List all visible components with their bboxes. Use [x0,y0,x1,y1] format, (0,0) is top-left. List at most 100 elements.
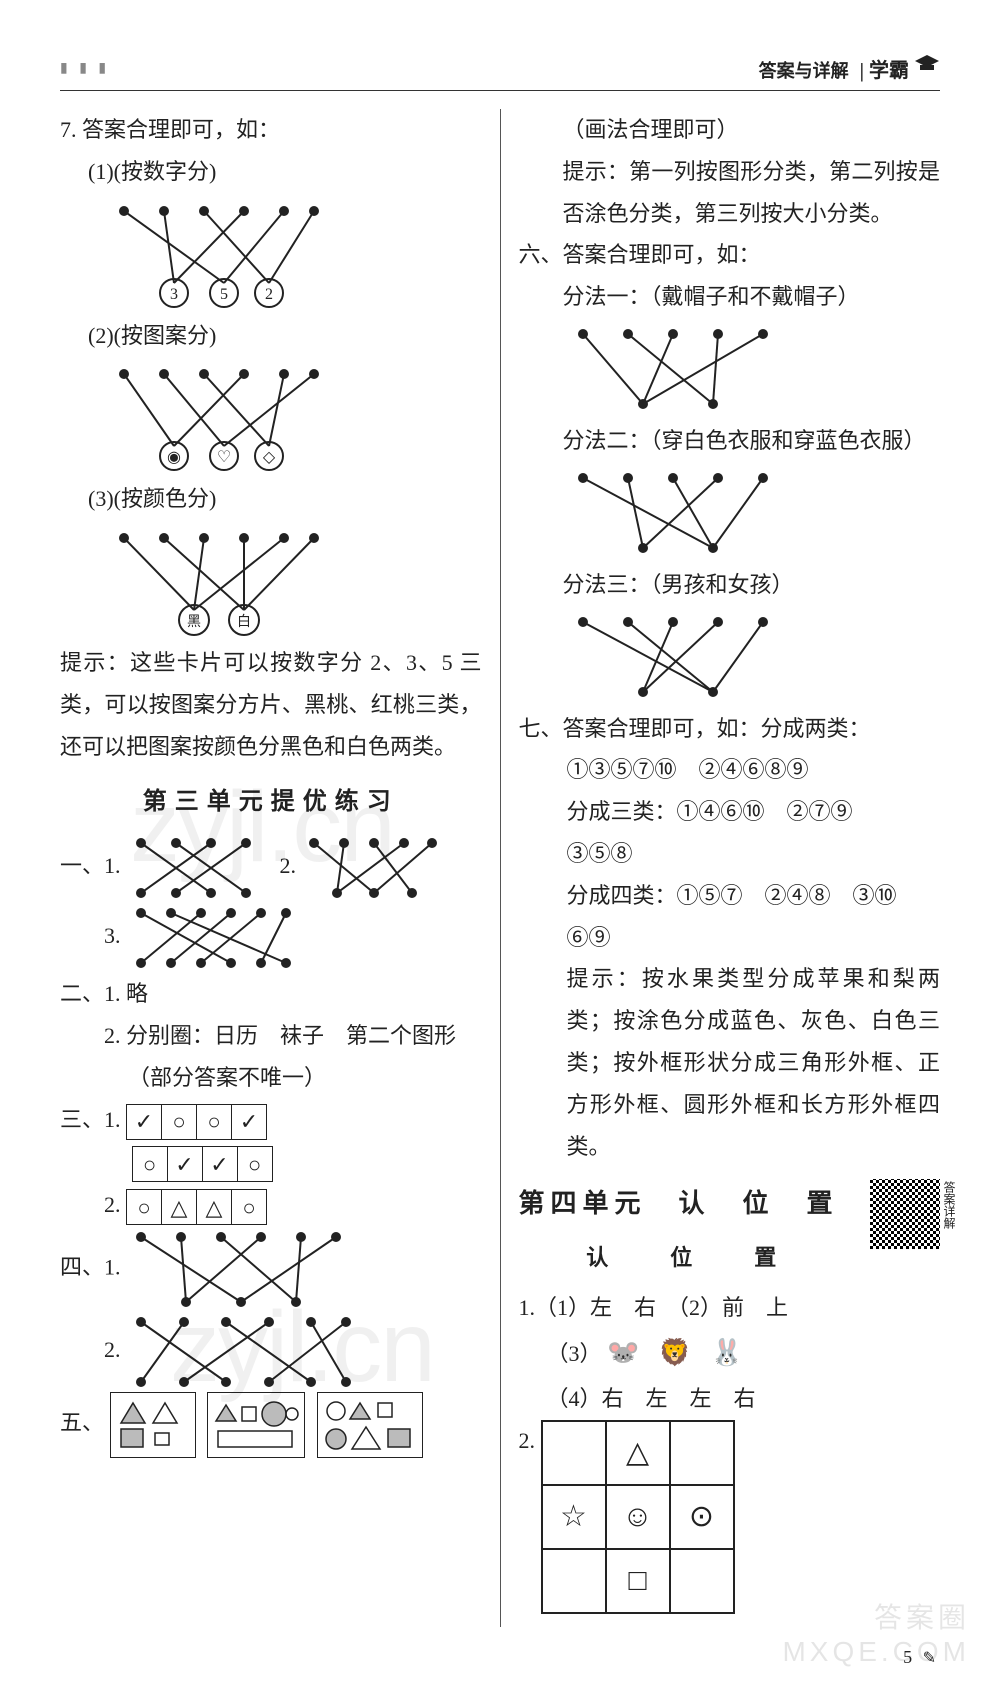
svg-text:5: 5 [220,286,228,303]
si-2-label: 2. [104,1337,121,1362]
unit3-title: 第三单元提优练习 [60,780,482,826]
header-title: 学霸 [869,60,909,82]
left-column: 7. 答案合理即可，如： (1)(按数字分) 3 5 2 (2)(按图案分) [60,109,501,1627]
q7-diagram-1: 3 5 2 [104,199,482,309]
san-2-row: 2. ○ △ △ ○ [60,1184,482,1227]
paren-note: （画法合理即可） [519,109,941,151]
er-2: 2. 分别圈：日历 袜子 第二个图形（部分答案不唯一） [60,1015,482,1099]
q7-diagram-3: 黑 白 [104,526,482,636]
liu-diagram-1 [563,324,941,414]
si-2-row: 2. [60,1312,482,1392]
q1-1: 1.（1）左 右 （2）前 上 [519,1287,941,1329]
liu-lead: 六、答案合理即可，如： [519,234,941,276]
liu-m2: 分法二：（穿白色衣服和穿蓝色衣服） [519,420,941,462]
wu-box-1 [110,1392,196,1458]
qr-label: 答案详解 [937,1181,960,1229]
er-1: 二、1. 略 [60,973,482,1015]
header-left-marks: ▮ ▮ ▮ [60,60,110,77]
liu-diagram-3 [563,612,941,702]
cell: ○ [232,1190,266,1224]
san-1-label: 三、1. [60,1107,121,1132]
san-1-row2: ○ ✓ ✓ ○ [132,1146,273,1182]
wu-label: 五、 [60,1410,104,1435]
cell: ✓ [127,1105,162,1139]
animal-icon-1: 🐭 [607,1338,639,1367]
grid-cell: △ [606,1421,670,1485]
san-1-row1: ✓ ○ ○ ✓ [126,1104,267,1140]
grid-cell: ☺ [606,1485,670,1549]
q2-label: 2. [519,1428,536,1453]
san-2-boxes: ○ △ △ ○ [126,1189,267,1225]
header-right: 答案与详解 | 学霸 [759,54,940,83]
si-2-diagram [126,1312,356,1392]
q7-sub2-label: (2)(按图案分) [60,315,482,357]
q2-grid: △ ☆ ☺ ⊙ □ [541,1420,735,1614]
q2-row: 2. △ ☆ ☺ ⊙ □ [519,1420,941,1628]
svg-text:白: 白 [237,614,251,630]
q1-4: （4）右 左 左 右 [519,1378,941,1420]
yi-3-diagram [126,903,296,973]
qi-4: 分成四类：①⑤⑦ ②④⑧ ③⑩ ⑥⑨ [519,875,941,959]
right-column: （画法合理即可） 提示：第一列按图形分类，第二列按是否涂色分类，第三列按大小分类… [501,109,941,1627]
san-2-label: 2. [104,1192,121,1217]
yi-3-row: 3. [60,903,482,973]
svg-text:♡: ♡ [217,449,231,466]
grid-cell: ☆ [542,1485,606,1549]
wu-row: 五、 [60,1392,482,1458]
qi-3: 分成三类：①④⑥⑩ ②⑦⑨ ③⑤⑧ [519,791,941,875]
qi-hint: 提示：按水果类型分成苹果和梨两类；按涂色分成蓝色、灰色、白色三类；按外框形状分成… [519,958,941,1167]
cell: ✓ [168,1147,203,1181]
animal-icon-3: 🐰 [711,1338,743,1367]
wu-box-3 [317,1392,423,1458]
yi-1-label: 一、1. [60,853,121,878]
animal-icon-2: 🦁 [659,1338,691,1367]
grid-cell [670,1549,734,1613]
cell: ✓ [203,1147,238,1181]
liu-m3: 分法三：（男孩和女孩） [519,564,941,606]
page-header: ▮ ▮ ▮ 答案与详解 | 学霸 [60,48,940,91]
grid-cell [542,1421,606,1485]
page-footer: 5 ✎ [60,1647,940,1668]
yi-2-diagram [302,833,442,903]
si-1-label: 四、1. [60,1255,121,1280]
liu-m1: 分法一：（戴帽子和不戴帽子） [519,276,941,318]
svg-text:2: 2 [265,286,273,303]
svg-text:3: 3 [170,286,178,303]
q7-lead: 7. 答案合理即可，如： [60,109,482,151]
yi-1-diagram [126,833,256,903]
svg-text:◉: ◉ [167,449,181,466]
cell: ○ [162,1105,197,1139]
si-1-row: 四、1. [60,1227,482,1312]
grid-cell [542,1549,606,1613]
q7-hint: 提示：这些卡片可以按数字分 2、3、5 三类，可以按图案分方片、黑桃、红桃三类，… [60,642,482,767]
cell: ○ [238,1147,272,1181]
hint-cols: 提示：第一列按图形分类，第二列按是否涂色分类，第三列按大小分类。 [519,151,941,235]
header-subtitle: 答案与详解 [759,61,849,81]
q7-diagram-2: ◉ ♡ ◇ [104,362,482,472]
q7-sub3-label: (3)(按颜色分) [60,478,482,520]
cell: ○ [133,1147,168,1181]
qi-lead: 七、答案合理即可，如：分成两类：①③⑤⑦⑩ ②④⑥⑧⑨ [519,708,941,792]
wu-box-2 [207,1392,305,1458]
cell: △ [162,1190,197,1224]
yi-3-label: 3. [104,923,121,948]
cell: △ [197,1190,232,1224]
yi-2-label: 2. [280,853,297,878]
page-number: 5 [903,1647,912,1667]
q1-3-row: （3） 🐭 🦁 🐰 [519,1328,941,1377]
liu-diagram-2 [563,468,941,558]
grid-cell: ⊙ [670,1485,734,1549]
svg-text:◇: ◇ [263,449,276,466]
cell: ○ [127,1190,162,1224]
cell: ○ [197,1105,232,1139]
svg-text:黑: 黑 [187,615,201,630]
si-1-diagram [126,1227,346,1312]
q1-3-label: （3） [547,1341,602,1366]
grid-cell [670,1421,734,1485]
yi-row: 一、1. 2. [60,833,482,903]
cell: ✓ [232,1105,266,1139]
grid-cell: □ [606,1549,670,1613]
pencil-icon: ✎ [923,1650,936,1667]
san-block: 三、1. ✓ ○ ○ ✓ ○ ✓ ✓ ○ [60,1099,482,1185]
grad-cap-icon [914,53,940,73]
